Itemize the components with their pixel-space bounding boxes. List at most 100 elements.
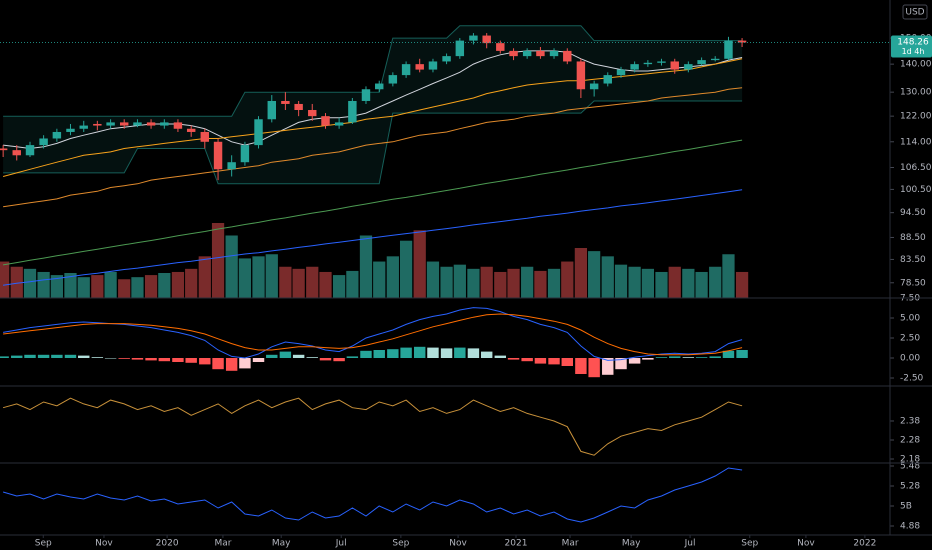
volume-bar: [0, 261, 10, 298]
macd-histogram-bar: [37, 354, 50, 358]
candle-body: [657, 61, 666, 63]
x-tick-label: Nov: [797, 539, 815, 549]
macd-histogram-bar: [279, 351, 292, 358]
currency-box[interactable]: [902, 4, 928, 20]
volume-bar: [574, 248, 588, 298]
channel-band: [3, 25, 743, 184]
macd-histogram-bar: [51, 354, 63, 358]
candle-body: [361, 89, 371, 101]
candle-body: [267, 100, 276, 120]
macd-histogram-bar: [373, 350, 385, 358]
y-tick-label: -2.50: [900, 374, 924, 384]
macd-histogram-bar: [709, 356, 721, 358]
y-tick-label: 2.50: [900, 334, 920, 344]
candle-body: [321, 116, 330, 126]
candle-body: [0, 148, 8, 151]
candle-body: [79, 125, 88, 129]
candle-body: [200, 131, 210, 142]
countdown-label: 1d 4h: [902, 47, 925, 56]
volume-bar: [158, 273, 171, 298]
candle-body: [724, 40, 733, 59]
candle-body: [589, 83, 599, 90]
indicator-line: [3, 313, 743, 356]
macd-histogram-bar: [494, 355, 507, 358]
back-layer: [0, 25, 894, 538]
y-tick-label: 106.50: [900, 163, 932, 173]
candle-body: [186, 128, 196, 132]
macd-histogram-bar: [736, 350, 748, 358]
candle-body: [66, 128, 75, 132]
volume-bar: [64, 273, 77, 298]
macd-histogram-bar: [454, 347, 466, 358]
y-tick-label: 0.00: [900, 354, 920, 364]
indicator-line: [2, 397, 743, 456]
candle-body: [428, 61, 438, 70]
macd-histogram-bar: [0, 356, 9, 358]
volume-bar: [265, 254, 278, 298]
candle-body: [563, 50, 572, 62]
channel-upper: [3, 25, 743, 117]
macd-histogram-bar: [387, 349, 399, 358]
macd-histogram-bar: [64, 354, 77, 358]
macd-histogram-bar: [548, 358, 560, 365]
macd-histogram-bar: [292, 354, 305, 358]
currency-label[interactable]: USD: [905, 8, 924, 18]
macd-histogram-bar: [360, 350, 372, 358]
candle-body: [522, 50, 532, 57]
x-tick-label: Nov: [95, 539, 113, 549]
macd-histogram-bar: [440, 348, 453, 358]
macd-histogram-bar: [91, 357, 104, 358]
x-tick-label: 2021: [505, 539, 528, 549]
y-tick-label: 4.88: [900, 522, 920, 532]
front-layer: Sep Nov 2020 Mar May Jul Sep Nov 2021 Mar May Jul Se…: [0, 33, 932, 549]
y-tick-label: 94.50: [900, 208, 926, 218]
macd-histogram-bar: [628, 358, 641, 364]
volume-bar: [23, 268, 37, 298]
y-tick-label: 114.00: [900, 137, 932, 147]
x-tick-label: Sep: [35, 539, 52, 549]
volume-bar: [399, 240, 413, 298]
volume-bar: [10, 266, 23, 298]
macd-histogram-bar: [11, 355, 23, 358]
candle-body: [630, 64, 639, 70]
candle-body: [496, 43, 505, 51]
macd-histogram-bar: [252, 358, 265, 362]
volume-bar: [547, 268, 561, 298]
volume-bar: [306, 266, 319, 298]
candle-body: [146, 122, 156, 126]
x-tick-label: Jul: [335, 539, 347, 549]
candle-body: [388, 75, 398, 84]
volume-bar: [37, 271, 50, 298]
candle-body: [52, 131, 62, 139]
volume-bar: [279, 266, 292, 298]
macd-histogram-bar: [534, 358, 547, 364]
volume-bar: [50, 275, 63, 298]
candle-body: [401, 64, 411, 76]
y-tick-label: 78.50: [900, 278, 926, 288]
volume-bar: [198, 256, 211, 298]
volume-bar: [252, 256, 265, 298]
candle-body: [173, 122, 183, 129]
candle-body: [469, 35, 478, 41]
macd-histogram-bar: [346, 356, 359, 358]
volume-bar: [682, 268, 695, 298]
volume-bar: [426, 261, 440, 298]
candle-body: [119, 122, 129, 126]
candle-body: [348, 100, 357, 123]
candle-body: [133, 122, 142, 126]
macd-histogram-bar: [615, 358, 627, 370]
volume-bar: [292, 268, 305, 298]
candle-body: [334, 122, 344, 126]
y-tick-label: 130.00: [900, 88, 932, 98]
volume-bar: [91, 275, 104, 298]
volume-bar: [709, 266, 722, 298]
y-tick-label: 2.18: [900, 455, 920, 465]
x-tick-label: Sep: [392, 539, 409, 549]
macd-histogram-bar: [78, 355, 90, 358]
volume-bar: [480, 266, 493, 298]
y-tick-label: 100.50: [900, 185, 932, 195]
volume-bar: [614, 264, 628, 298]
candle-body: [39, 138, 48, 146]
candle-body: [509, 50, 518, 57]
